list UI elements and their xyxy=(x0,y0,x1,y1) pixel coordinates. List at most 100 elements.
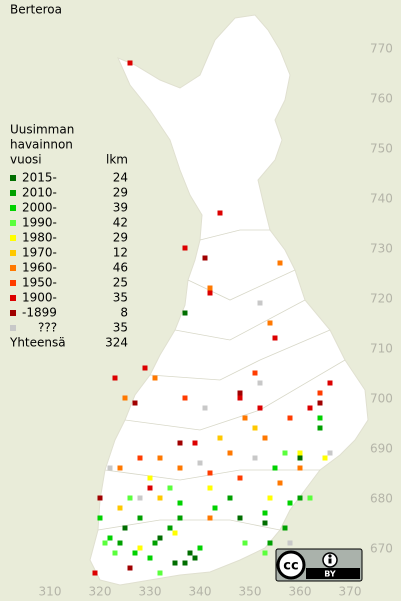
legend-header: havainnon xyxy=(10,138,73,152)
observation-cell xyxy=(132,550,138,556)
observation-cell xyxy=(202,405,208,411)
legend-swatch xyxy=(10,295,16,301)
observation-cell xyxy=(102,540,108,546)
observation-cell xyxy=(252,455,258,461)
observation-cell xyxy=(262,520,268,526)
observation-cell xyxy=(97,515,103,521)
x-tick-label: 350 xyxy=(239,585,262,599)
observation-cell xyxy=(207,485,213,491)
x-tick-label: 360 xyxy=(289,585,312,599)
legend-header: vuosi xyxy=(10,153,42,167)
legend-count: 39 xyxy=(113,201,128,215)
legend-label: 1990- xyxy=(22,216,57,230)
observation-cell xyxy=(212,505,218,511)
observation-cell xyxy=(207,290,213,296)
legend-swatch xyxy=(10,310,16,316)
observation-cell xyxy=(327,380,333,386)
legend-total: 324 xyxy=(105,336,128,350)
legend-label: 2000- xyxy=(22,201,57,215)
observation-cell xyxy=(157,570,163,576)
observation-cell xyxy=(287,415,293,421)
observation-cell xyxy=(182,560,188,566)
finland-outline xyxy=(89,14,369,586)
observation-cell xyxy=(287,540,293,546)
observation-cell xyxy=(177,440,183,446)
legend-count: 35 xyxy=(113,321,128,335)
observation-cell xyxy=(127,60,133,66)
observation-cell xyxy=(252,425,258,431)
y-tick-label: 750 xyxy=(370,142,393,156)
legend-count: 8 xyxy=(120,306,128,320)
observation-cell xyxy=(117,465,123,471)
observation-cell xyxy=(257,405,263,411)
x-tick-label: 310 xyxy=(39,585,62,599)
observation-cell xyxy=(317,425,323,431)
legend-count-header: lkm xyxy=(106,153,128,167)
legend-swatch xyxy=(10,190,16,196)
observation-cell xyxy=(137,515,143,521)
x-tick-label: 320 xyxy=(89,585,112,599)
legend-swatch xyxy=(10,175,16,181)
observation-cell xyxy=(172,530,178,536)
observation-cell xyxy=(107,535,113,541)
observation-cell xyxy=(107,465,113,471)
legend-count: 12 xyxy=(113,246,128,260)
legend-swatch xyxy=(10,235,16,241)
observation-cell xyxy=(142,365,148,371)
observation-cell xyxy=(262,510,268,516)
observation-cell xyxy=(217,210,223,216)
observation-cell xyxy=(227,450,233,456)
legend-count: 25 xyxy=(113,276,128,290)
observation-cell xyxy=(117,505,123,511)
observation-cell xyxy=(147,475,153,481)
legend-count: 46 xyxy=(113,261,128,275)
legend-count: 42 xyxy=(113,216,128,230)
x-tick-label: 340 xyxy=(189,585,212,599)
observation-cell xyxy=(157,495,163,501)
observation-cell xyxy=(252,370,258,376)
legend-header: Uusimman xyxy=(10,123,74,137)
observation-cell xyxy=(167,525,173,531)
observation-cell xyxy=(317,415,323,421)
legend-label: 1950- xyxy=(22,276,57,290)
observation-cell xyxy=(297,495,303,501)
legend-count: 29 xyxy=(113,186,128,200)
legend-swatch xyxy=(10,205,16,211)
y-tick-label: 730 xyxy=(370,242,393,256)
y-tick-label: 680 xyxy=(370,492,393,506)
y-tick-label: 740 xyxy=(370,192,393,206)
observation-cell xyxy=(207,515,213,521)
observation-cell xyxy=(267,495,273,501)
legend-label: 2010- xyxy=(22,186,57,200)
legend-count: 24 xyxy=(113,171,128,185)
observation-cell xyxy=(307,405,313,411)
observation-cell xyxy=(272,335,278,341)
observation-cell xyxy=(272,465,278,471)
observation-cell xyxy=(287,500,293,506)
observation-cell xyxy=(217,435,223,441)
title: Berteroa xyxy=(10,3,62,17)
x-tick-label: 330 xyxy=(139,585,162,599)
observation-cell xyxy=(237,390,243,396)
observation-cell xyxy=(182,395,188,401)
cc-logo: cc xyxy=(283,559,298,574)
observation-cell xyxy=(157,455,163,461)
legend-total-label: Yhteensä xyxy=(9,336,66,350)
observation-cell xyxy=(262,435,268,441)
by-icon-body xyxy=(328,558,332,564)
observation-cell xyxy=(277,480,283,486)
observation-cell xyxy=(177,500,183,506)
observation-cell xyxy=(112,550,118,556)
x-tick-label: 370 xyxy=(339,585,362,599)
observation-cell xyxy=(172,560,178,566)
cc-circle xyxy=(276,550,306,580)
y-tick-label: 690 xyxy=(370,442,393,456)
observation-cell xyxy=(327,450,333,456)
observation-cell xyxy=(117,540,123,546)
observation-cell xyxy=(167,485,173,491)
legend-swatch xyxy=(10,220,16,226)
observation-cell xyxy=(92,570,98,576)
observation-cell xyxy=(192,440,198,446)
